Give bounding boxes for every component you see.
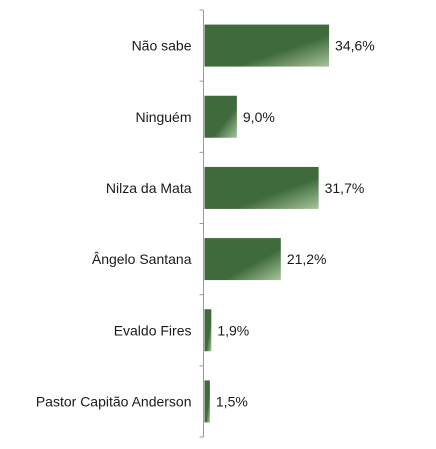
data-label: 1,9% bbox=[217, 322, 249, 338]
bar bbox=[204, 309, 212, 352]
bar bbox=[204, 166, 319, 209]
category-label: Ninguém bbox=[135, 109, 191, 125]
bar bbox=[204, 238, 281, 281]
y-axis bbox=[199, 9, 204, 438]
data-label: 9,0% bbox=[243, 109, 275, 125]
bars bbox=[204, 24, 330, 423]
category-label: Ângelo Santana bbox=[92, 251, 192, 267]
category-label: Evaldo Fires bbox=[114, 322, 192, 338]
bar bbox=[204, 95, 237, 138]
category-label: Nilza da Mata bbox=[106, 180, 192, 196]
data-label: 21,2% bbox=[287, 251, 327, 267]
data-label: 34,6% bbox=[335, 38, 375, 54]
data-label: 1,5% bbox=[216, 393, 248, 409]
category-label: Pastor Capitão Anderson bbox=[36, 393, 192, 409]
data-label: 31,7% bbox=[325, 180, 365, 196]
category-label: Não sabe bbox=[132, 38, 192, 54]
labels: Não sabe 34,6% Ninguém 9,0% Nilza da Mata 31,… bbox=[36, 38, 375, 410]
bar bbox=[204, 380, 210, 423]
bar bbox=[204, 24, 330, 67]
